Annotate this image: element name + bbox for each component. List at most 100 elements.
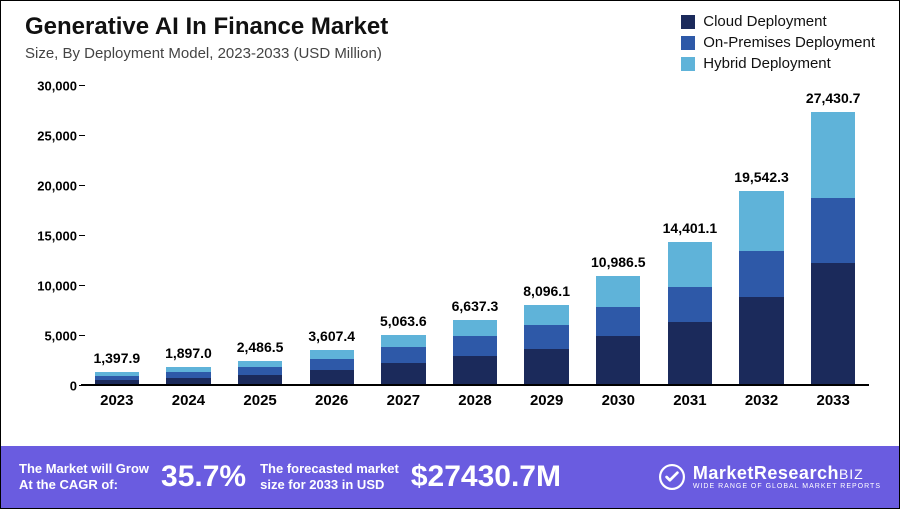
chart-subtitle: Size, By Deployment Model, 2023-2033 (US…	[25, 45, 388, 62]
bar-segment	[95, 376, 139, 380]
bar-segment	[524, 349, 568, 386]
chart-title: Generative AI In Finance Market	[25, 13, 388, 41]
y-tick-label: 10,000	[21, 279, 77, 294]
bar-total-label: 6,637.3	[452, 298, 499, 314]
bar-total-label: 27,430.7	[806, 90, 861, 106]
x-tick-label: 2030	[602, 392, 635, 409]
x-tick-label: 2025	[243, 392, 276, 409]
x-tick-label: 2026	[315, 392, 348, 409]
chart-card: Generative AI In Finance Market Size, By…	[0, 0, 900, 509]
bar-segment	[739, 297, 783, 386]
bar-column: 8,096.12029	[524, 305, 568, 386]
footer-banner: The Market will GrowAt the CAGR of: 35.7…	[1, 446, 899, 508]
title-block: Generative AI In Finance Market Size, By…	[25, 13, 388, 76]
y-tick-mark	[79, 335, 85, 336]
x-tick-label: 2024	[172, 392, 205, 409]
bar-segment	[668, 242, 712, 287]
chart-area: 1,397.920231,897.020242,486.520253,607.4…	[21, 86, 879, 416]
legend-label: Cloud Deployment	[703, 13, 826, 30]
bar-total-label: 1,897.0	[165, 345, 212, 361]
bar-total-label: 2,486.5	[237, 339, 284, 355]
bars-container: 1,397.920231,897.020242,486.520253,607.4…	[81, 86, 869, 386]
bar-segment	[310, 350, 354, 359]
check-badge-icon	[659, 464, 685, 490]
forecast-label: The forecasted marketsize for 2033 in US…	[260, 461, 399, 492]
x-axis-line	[81, 384, 869, 386]
y-tick-mark	[79, 385, 85, 386]
bar-segment	[310, 359, 354, 370]
legend-swatch	[681, 36, 695, 50]
y-tick-label: 5,000	[21, 329, 77, 344]
bar-total-label: 1,397.9	[93, 350, 140, 366]
bar-segment	[95, 372, 139, 375]
cagr-label: The Market will GrowAt the CAGR of:	[19, 461, 149, 492]
bar-segment	[166, 367, 210, 372]
cagr-value: 35.7%	[161, 460, 246, 494]
legend: Cloud Deployment On-Premises Deployment Hy…	[681, 13, 875, 76]
legend-item: Hybrid Deployment	[681, 55, 875, 72]
bar-segment	[668, 322, 712, 386]
bar-segment	[238, 361, 282, 367]
bar-total-label: 14,401.1	[663, 220, 718, 236]
y-tick-mark	[79, 235, 85, 236]
x-tick-label: 2031	[673, 392, 706, 409]
legend-label: Hybrid Deployment	[703, 55, 831, 72]
y-tick-mark	[79, 135, 85, 136]
forecast-block: The forecasted marketsize for 2033 in US…	[260, 460, 561, 494]
forecast-value: $27430.7M	[411, 460, 561, 494]
x-tick-label: 2023	[100, 392, 133, 409]
bar-segment	[238, 367, 282, 375]
y-tick-label: 0	[21, 379, 77, 394]
x-tick-label: 2032	[745, 392, 778, 409]
bar-column: 3,607.42026	[310, 350, 354, 386]
x-tick-label: 2027	[387, 392, 420, 409]
bar-total-label: 8,096.1	[523, 283, 570, 299]
bar-segment	[811, 198, 855, 263]
legend-label: On-Premises Deployment	[703, 34, 875, 51]
bar-total-label: 5,063.6	[380, 313, 427, 329]
brand-text: MarketResearchBIZ WIDE RANGE OF GLOBAL M…	[693, 464, 881, 490]
legend-item: Cloud Deployment	[681, 13, 875, 30]
bar-segment	[739, 191, 783, 251]
bar-column: 2,486.52025	[238, 361, 282, 386]
bar-segment	[811, 263, 855, 386]
y-tick-mark	[79, 185, 85, 186]
bar-segment	[381, 335, 425, 347]
bar-segment	[739, 251, 783, 297]
cagr-block: The Market will GrowAt the CAGR of: 35.7…	[19, 460, 246, 494]
bar-total-label: 3,607.4	[308, 328, 355, 344]
x-tick-label: 2028	[458, 392, 491, 409]
bar-segment	[524, 325, 568, 349]
bar-segment	[668, 287, 712, 322]
bar-column: 27,430.72033	[811, 112, 855, 386]
bar-column: 14,401.12031	[668, 242, 712, 386]
bar-total-label: 10,986.5	[591, 254, 646, 270]
x-tick-label: 2029	[530, 392, 563, 409]
bar-segment	[811, 112, 855, 198]
bar-column: 5,063.62027	[381, 335, 425, 386]
bar-segment	[453, 320, 497, 336]
bar-segment	[596, 307, 640, 336]
bar-total-label: 19,542.3	[734, 169, 789, 185]
y-tick-mark	[79, 85, 85, 86]
y-tick-label: 30,000	[21, 79, 77, 94]
bar-column: 10,986.52030	[596, 276, 640, 386]
x-tick-label: 2033	[816, 392, 849, 409]
bar-segment	[453, 336, 497, 356]
legend-swatch	[681, 57, 695, 71]
brand-logo: MarketResearchBIZ WIDE RANGE OF GLOBAL M…	[659, 464, 881, 490]
brand-main: MarketResearch	[693, 463, 839, 483]
bar-column: 19,542.32032	[739, 191, 783, 386]
brand-suffix: BIZ	[839, 466, 864, 482]
y-tick-mark	[79, 285, 85, 286]
bar-segment	[453, 356, 497, 387]
plot-region: 1,397.920231,897.020242,486.520253,607.4…	[81, 86, 869, 386]
bar-segment	[381, 347, 425, 363]
y-tick-label: 15,000	[21, 229, 77, 244]
bar-segment	[524, 305, 568, 324]
bar-segment	[596, 276, 640, 307]
brand-tagline: WIDE RANGE OF GLOBAL MARKET REPORTS	[693, 483, 881, 490]
bar-segment	[381, 363, 425, 386]
bar-segment	[166, 372, 210, 378]
legend-swatch	[681, 15, 695, 29]
